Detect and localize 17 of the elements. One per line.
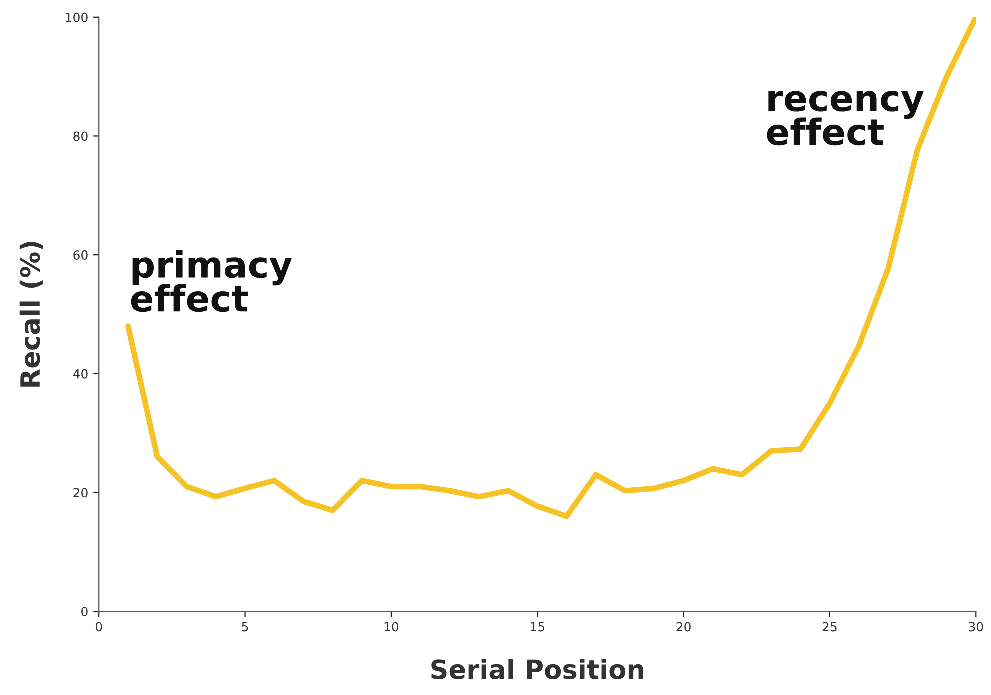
y-tick-label: 20 — [74, 488, 88, 498]
x-tick-label: 5 — [242, 622, 248, 632]
x-tick-label: 0 — [96, 622, 102, 632]
x-tick-label: 10 — [384, 622, 399, 632]
x-tick-label: 25 — [822, 622, 837, 632]
x-tick-label: 15 — [531, 622, 544, 632]
x-tick-label: 30 — [969, 622, 984, 632]
y-tick-label: 100 — [66, 12, 88, 22]
annotation: primacy effect — [131, 250, 292, 312]
x-axis-title: Serial Position — [432, 659, 644, 680]
y-axis-title: Recall (%) — [20, 242, 44, 387]
x-tick-label: 20 — [676, 622, 691, 632]
y-tick-label: 80 — [74, 132, 88, 142]
y-tick-label: 40 — [73, 369, 88, 379]
annotation: recency effect — [767, 91, 924, 146]
y-tick-label: 0 — [82, 607, 88, 617]
y-tick-label: 60 — [74, 250, 88, 260]
